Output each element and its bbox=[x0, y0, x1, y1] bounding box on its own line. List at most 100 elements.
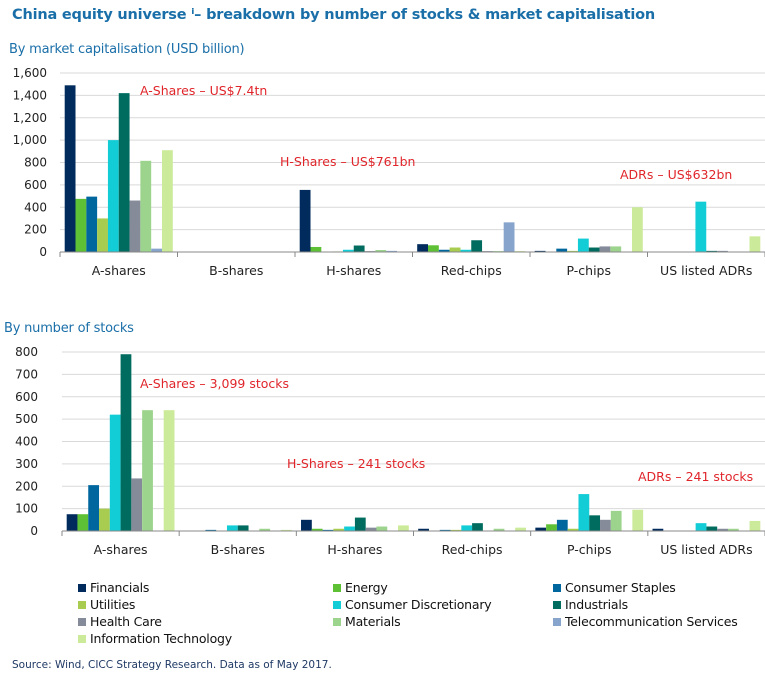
y-tick-label: 400 bbox=[15, 435, 38, 449]
bar-materials-h-shares bbox=[376, 526, 388, 531]
bar-industrials-red-chips bbox=[472, 523, 483, 531]
bar-utilities-p-chips bbox=[567, 250, 578, 252]
category-label-a-shares: A-shares bbox=[94, 542, 148, 557]
bar-energy-a-shares bbox=[75, 198, 87, 252]
y-tick-label: 200 bbox=[24, 223, 47, 237]
legend-label: Industrials bbox=[565, 597, 628, 612]
category-label-b-shares: B-shares bbox=[209, 263, 263, 278]
bar-utilities-p-chips bbox=[567, 528, 579, 531]
legend-item-utilities: Utilities bbox=[78, 597, 135, 612]
annotation-us-listed-adrs: ADRs – 241 stocks bbox=[638, 469, 753, 484]
bar-health-care-us-listed-adrs bbox=[717, 528, 728, 531]
chart-subtitle-market-cap: By market capitalisation (USD billion) bbox=[9, 42, 245, 57]
y-tick-label: 800 bbox=[15, 345, 38, 359]
legend-swatch bbox=[78, 618, 86, 626]
annotation-us-listed-adrs: ADRs – US$632bn bbox=[620, 167, 732, 182]
bar-industrials-us-listed-adrs bbox=[706, 250, 718, 252]
legend-label: Consumer Discretionary bbox=[345, 597, 492, 612]
y-tick-label: 0 bbox=[30, 524, 38, 538]
annotation-h-shares: H-Shares – 241 stocks bbox=[287, 456, 425, 471]
bar-consumer-discretionary-us-listed-adrs bbox=[695, 523, 707, 531]
bar-materials-p-chips bbox=[610, 246, 622, 252]
legend-item-industrials: Industrials bbox=[553, 597, 628, 612]
bar-information-technology-a-shares bbox=[163, 410, 175, 531]
bar-financials-us-listed-adrs bbox=[652, 528, 664, 531]
bar-consumer-staples-h-shares bbox=[322, 529, 334, 531]
bar-consumer-staples-b-shares bbox=[205, 529, 217, 531]
bar-financials-a-shares bbox=[66, 514, 78, 531]
bar-materials-p-chips bbox=[610, 510, 622, 531]
legend-label: Energy bbox=[345, 580, 388, 595]
bar-information-technology-red-chips bbox=[515, 527, 526, 531]
bar-industrials-us-listed-adrs bbox=[706, 526, 718, 531]
bar-industrials-b-shares bbox=[237, 525, 249, 531]
bar-health-care-a-shares bbox=[131, 478, 143, 531]
bar-utilities-a-shares bbox=[97, 218, 108, 252]
bar-consumer-discretionary-p-chips bbox=[578, 494, 590, 531]
bar-industrials-h-shares bbox=[354, 517, 366, 531]
bar-consumer-staples-red-chips bbox=[439, 529, 451, 531]
legend-label: Telecommunication Services bbox=[565, 614, 738, 629]
bar-consumer-staples-a-shares bbox=[86, 196, 98, 252]
legend-swatch bbox=[78, 601, 86, 609]
category-label-h-shares: H-shares bbox=[326, 263, 381, 278]
bar-consumer-discretionary-a-shares bbox=[109, 414, 121, 531]
bar-information-technology-p-chips bbox=[631, 207, 643, 252]
legend-label: Financials bbox=[90, 580, 150, 595]
bar-industrials-h-shares bbox=[353, 245, 365, 252]
legend-swatch bbox=[333, 584, 341, 592]
y-tick-label: 800 bbox=[24, 156, 47, 170]
chart-title: China equity universe ⁱ– breakdown by nu… bbox=[12, 7, 655, 23]
bar-materials-us-listed-adrs bbox=[727, 528, 739, 531]
bar-information-technology-p-chips bbox=[632, 509, 644, 531]
bar-energy-p-chips bbox=[546, 524, 557, 531]
bar-financials-h-shares bbox=[299, 189, 311, 252]
annotation-h-shares: H-Shares – US$761bn bbox=[280, 154, 415, 169]
bar-telecommunication-services-h-shares bbox=[386, 250, 397, 252]
bar-information-technology-us-listed-adrs bbox=[749, 520, 761, 531]
bar-consumer-staples-p-chips bbox=[556, 248, 568, 252]
chart-subtitle-stock-count: By number of stocks bbox=[4, 321, 134, 336]
bar-materials-b-shares bbox=[259, 528, 271, 531]
bar-information-technology-b-shares bbox=[280, 529, 292, 531]
bar-information-technology-h-shares bbox=[398, 525, 409, 531]
legend-label: Materials bbox=[345, 614, 401, 629]
legend-item-consumer-discretionary: Consumer Discretionary bbox=[333, 597, 492, 612]
bar-industrials-p-chips bbox=[588, 247, 600, 252]
y-tick-label: 400 bbox=[24, 200, 47, 214]
source-note: Source: Wind, CICC Strategy Research. Da… bbox=[12, 659, 332, 671]
stock-count-chart: 0 100 200 300 400 500 600 700 800 A-shares B-share… bbox=[15, 345, 765, 557]
legend-item-financials: Financials bbox=[78, 580, 149, 595]
bar-utilities-red-chips bbox=[450, 529, 462, 531]
bar-industrials-red-chips bbox=[471, 240, 483, 252]
y-tick-label: 0 bbox=[39, 245, 47, 259]
bar-consumer-discretionary-red-chips bbox=[460, 249, 472, 252]
legend-swatch bbox=[333, 601, 341, 609]
bar-consumer-discretionary-h-shares bbox=[342, 249, 354, 252]
category-label-us-listed-adrs: US listed ADRs bbox=[660, 263, 752, 278]
category-label-red-chips: Red-chips bbox=[442, 542, 503, 557]
category-label-red-chips: Red-chips bbox=[441, 263, 502, 278]
category-label-us-listed-adrs: US listed ADRs bbox=[660, 542, 752, 557]
bar-consumer-discretionary-us-listed-adrs bbox=[695, 201, 707, 252]
y-tick-label: 1,000 bbox=[13, 133, 47, 147]
bar-industrials-a-shares bbox=[118, 93, 130, 252]
legend-label: Utilities bbox=[90, 597, 136, 612]
legend-item-energy: Energy bbox=[333, 580, 388, 595]
legend-swatch bbox=[553, 584, 561, 592]
bar-consumer-discretionary-a-shares bbox=[107, 140, 119, 252]
annotation-a-shares: A-Shares – 3,099 stocks bbox=[140, 376, 289, 391]
legend-label: Health Care bbox=[90, 614, 162, 629]
bar-utilities-h-shares bbox=[333, 528, 345, 531]
bar-consumer-discretionary-b-shares bbox=[226, 525, 238, 531]
category-label-b-shares: B-shares bbox=[211, 542, 265, 557]
bar-information-technology-us-listed-adrs bbox=[749, 236, 761, 252]
y-tick-label: 1,200 bbox=[13, 111, 47, 125]
bar-consumer-discretionary-p-chips bbox=[577, 238, 589, 252]
bar-financials-red-chips bbox=[417, 244, 429, 252]
bar-consumer-discretionary-red-chips bbox=[461, 525, 473, 531]
legend-swatch bbox=[553, 601, 561, 609]
bar-telecommunication-services-red-chips bbox=[503, 222, 515, 252]
y-tick-label: 500 bbox=[15, 412, 38, 426]
market-cap-chart: 0 200 400 600 800 1,000 1,200 1,400 1,600 A-share… bbox=[13, 66, 765, 278]
